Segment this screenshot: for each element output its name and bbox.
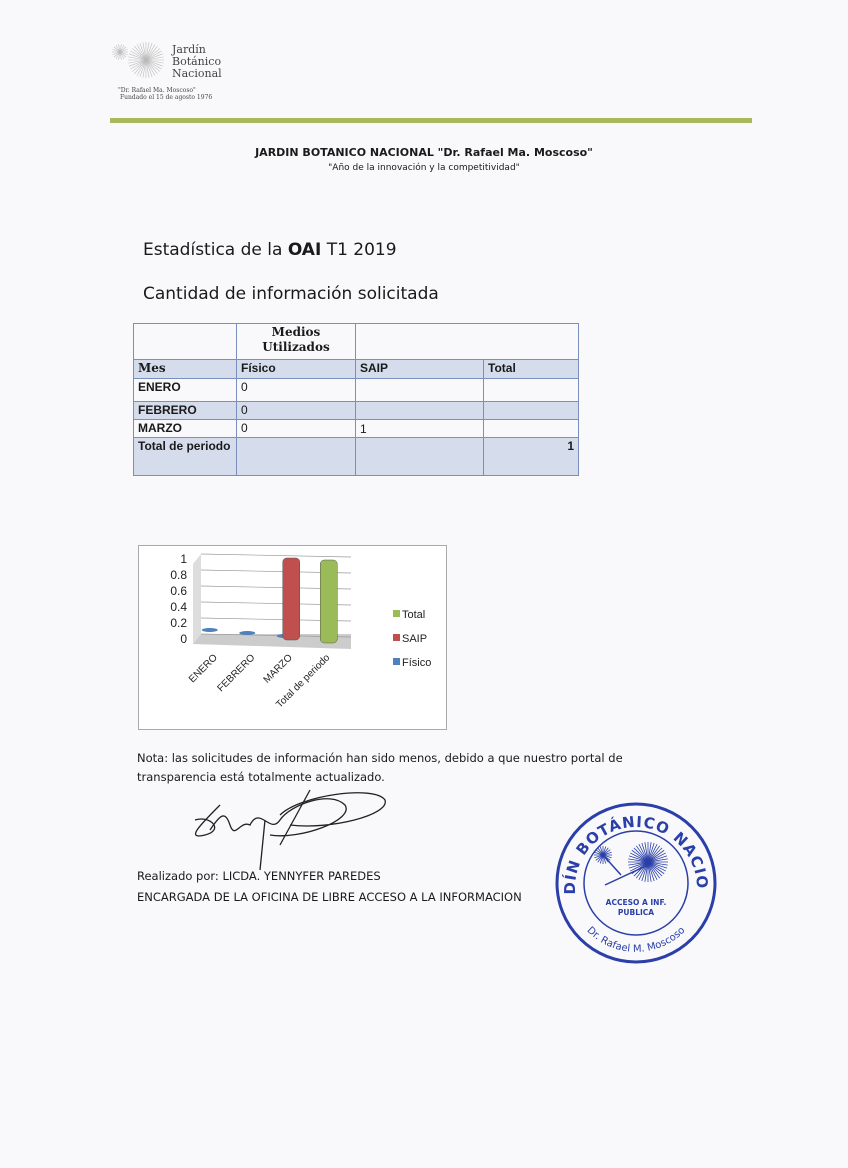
legend-swatch bbox=[393, 634, 400, 641]
x-tick-label: FEBRERO bbox=[215, 652, 257, 694]
svg-text:Dr. Rafael M. Moscoso: Dr. Rafael M. Moscoso bbox=[585, 925, 688, 955]
chart-floor bbox=[193, 634, 351, 649]
signature bbox=[194, 789, 386, 871]
gridline bbox=[200, 553, 352, 558]
cell bbox=[236, 437, 356, 476]
cell: ENERO bbox=[133, 378, 237, 402]
y-tick-label: 0.6 bbox=[170, 584, 187, 598]
column-header: Total bbox=[483, 359, 579, 379]
cell: 1 bbox=[355, 419, 484, 438]
y-tick-label: 0.2 bbox=[170, 616, 187, 630]
table-row: Total de periodo 1 bbox=[133, 437, 579, 476]
cell bbox=[355, 378, 484, 402]
cell: MARZO bbox=[133, 419, 237, 438]
cell bbox=[483, 401, 579, 420]
cell bbox=[483, 419, 579, 438]
made-by: Realizado por: LICDA. YENNYFER PAREDES bbox=[137, 869, 381, 883]
motto: "Año de la innovación y la competitivida… bbox=[328, 163, 520, 173]
y-tick-label: 0 bbox=[180, 632, 187, 646]
chart-side-wall bbox=[193, 554, 201, 644]
logo-subtitle-text: "Dr. Rafael Ma. Moscoso" bbox=[118, 87, 196, 94]
cell: 1 bbox=[483, 437, 579, 476]
logo-text: Jardín Botánico Nacional bbox=[172, 44, 222, 80]
legend-swatch bbox=[393, 610, 400, 617]
logo-line: Jardín bbox=[172, 43, 206, 56]
logo-founded: Fundado el 15 de agosto 1976 bbox=[120, 94, 213, 101]
data-table: Medios Utilizados Mes Físico SAIP Total ENE… bbox=[133, 323, 579, 476]
column-header: Mes bbox=[133, 359, 237, 379]
table-row: FEBRERO 0 bbox=[133, 401, 579, 420]
page-title: Estadística de la OAI T1 2019 bbox=[143, 240, 397, 260]
cell: 0 bbox=[236, 378, 356, 402]
table-row: MARZO 0 1 bbox=[133, 419, 579, 438]
section-title: Cantidad de información solicitada bbox=[143, 284, 439, 304]
stamp-center-text: ACCESO A INF. bbox=[606, 898, 667, 907]
cell bbox=[355, 401, 484, 420]
legend-label: Físico bbox=[402, 657, 431, 669]
cell bbox=[355, 437, 484, 476]
x-tick-label: ENERO bbox=[187, 652, 220, 685]
y-tick-label: 0.8 bbox=[170, 568, 187, 582]
legend-swatch bbox=[393, 658, 400, 665]
stamp-bottom-text: Dr. Rafael M. Moscoso bbox=[585, 925, 688, 955]
bar-Físico bbox=[201, 628, 218, 632]
table-row: ENERO 0 bbox=[133, 378, 579, 402]
signature-block: Realizado por: LICDA. YENNYFER PAREDES E… bbox=[137, 866, 522, 908]
column-header: SAIP bbox=[355, 359, 484, 379]
cell: Total de periodo bbox=[133, 437, 237, 476]
legend-label: Total bbox=[402, 609, 425, 621]
x-tick-label: MARZO bbox=[262, 652, 295, 685]
logo-line: Botánico bbox=[172, 55, 222, 68]
group-header: Medios Utilizados bbox=[236, 323, 356, 360]
y-tick-label: 1 bbox=[180, 552, 187, 566]
bar-chart: 0 0.2 0.4 0.6 0.8 1 ENERO FEBRERO MARZO Total de … bbox=[138, 545, 447, 730]
logo-flower-icon bbox=[112, 42, 164, 78]
note: Nota: las solicitudes de información han… bbox=[137, 751, 623, 784]
bar-Total bbox=[320, 559, 338, 644]
official-stamp: JARDÍN BOTÁNICO NACIONAL Dr. Rafael M. M… bbox=[553, 800, 717, 964]
legend-label: SAIP bbox=[402, 633, 427, 645]
column-header: Físico bbox=[236, 359, 356, 379]
bar-Físico bbox=[239, 631, 256, 635]
logo-subtitle: "Dr. Rafael Ma. Moscoso" Fundado el 15 d… bbox=[118, 87, 212, 101]
y-tick-label: 0.4 bbox=[170, 600, 187, 614]
cell: 0 bbox=[236, 401, 356, 420]
cell bbox=[483, 378, 579, 402]
title-suffix: T1 2019 bbox=[321, 240, 397, 260]
institution-name: JARDIN BOTANICO NACIONAL "Dr. Rafael Ma.… bbox=[255, 146, 593, 159]
title-bold: OAI bbox=[287, 240, 322, 260]
bar-SAIP bbox=[282, 557, 300, 641]
header-divider bbox=[110, 118, 752, 123]
cell: 0 bbox=[236, 419, 356, 438]
stamp-center-text: PUBLICA bbox=[618, 908, 654, 917]
flower-icon bbox=[594, 842, 668, 882]
title-prefix: Estadística de la bbox=[143, 240, 288, 260]
cell: FEBRERO bbox=[133, 401, 237, 420]
role: ENCARGADA DE LA OFICINA DE LIBRE ACCESO … bbox=[137, 890, 522, 904]
logo-line: Nacional bbox=[172, 67, 222, 80]
